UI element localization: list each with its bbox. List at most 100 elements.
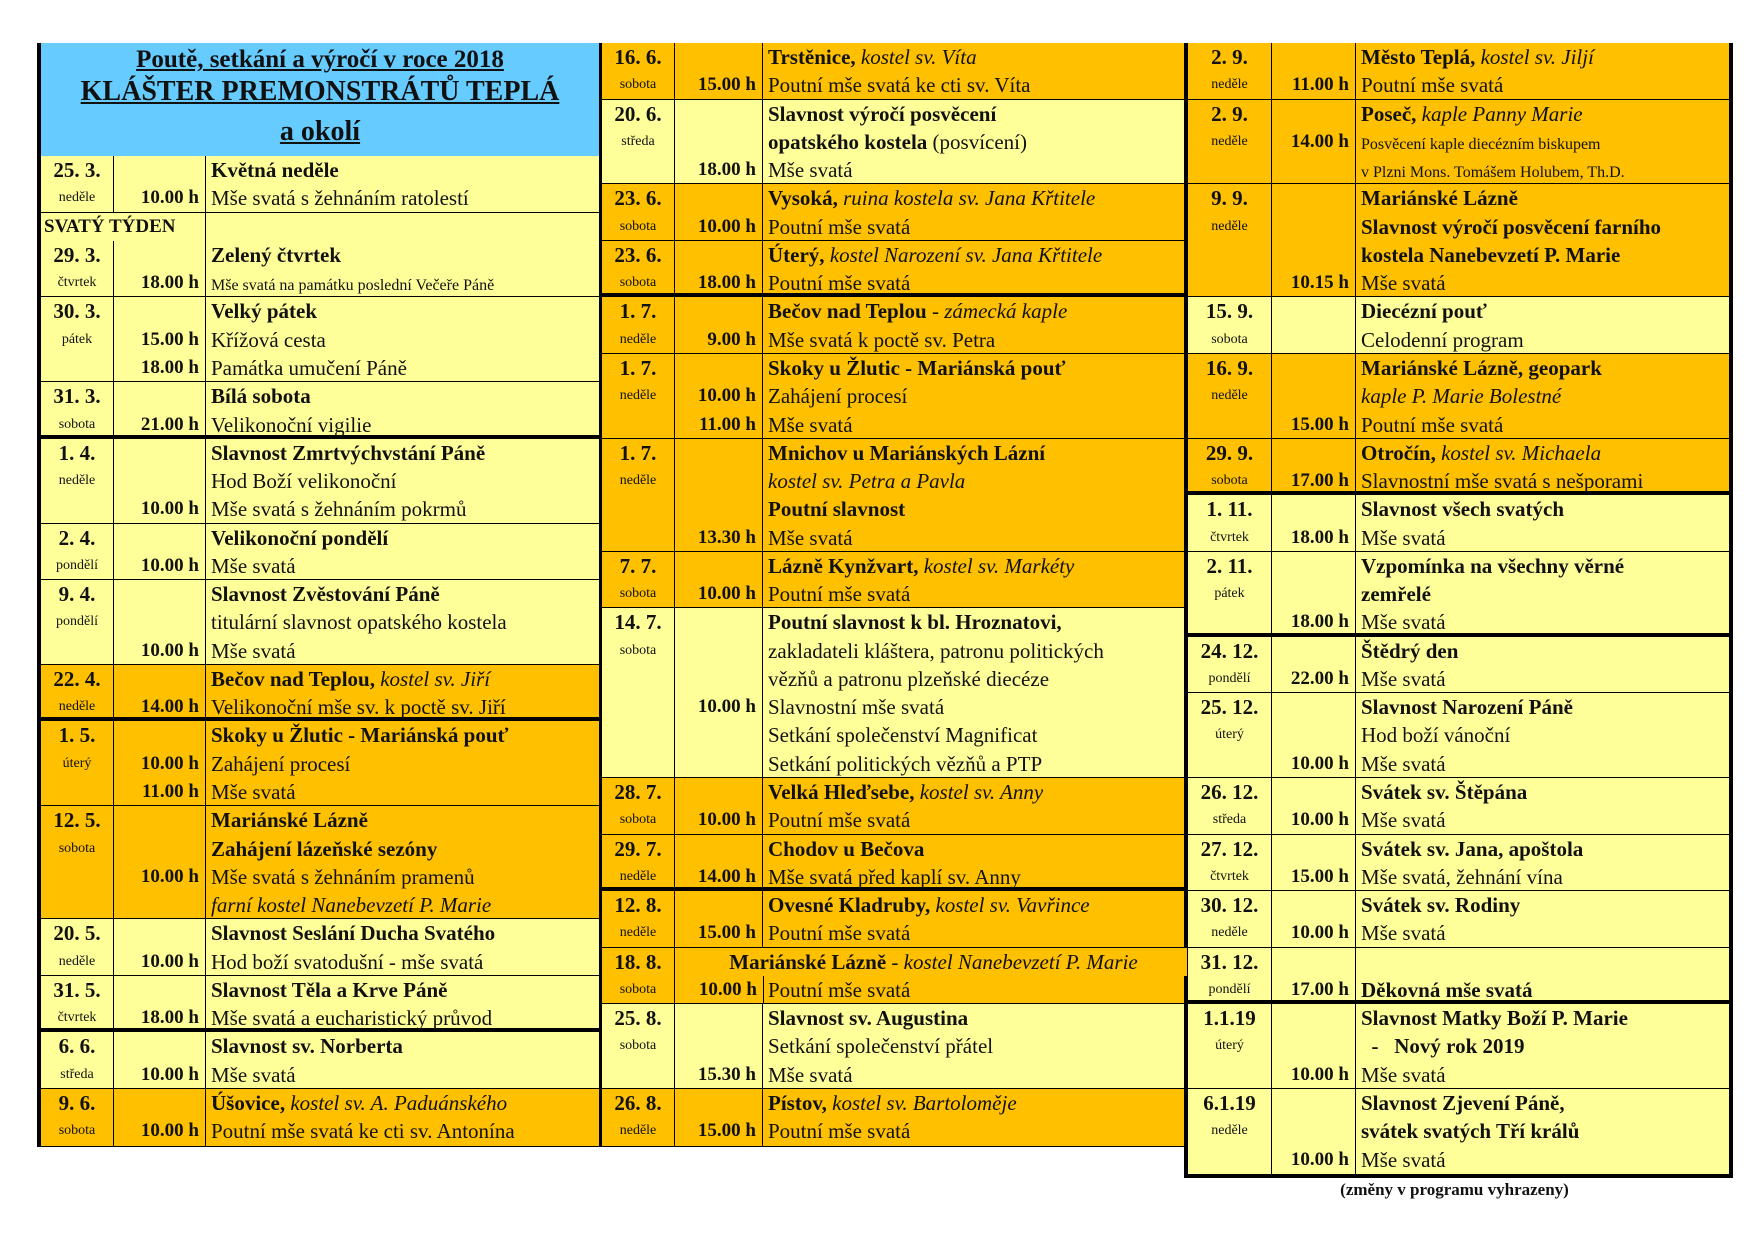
event-line: Poutní mše svatá: [763, 580, 1187, 608]
event-row: 29. 7. neděle 14.00 h Chodov u Bečova Mše sv…: [602, 834, 1187, 892]
event-title: kostela Nanebevzetí P. Marie: [1361, 242, 1621, 267]
event-line: Chodov u Bečova: [763, 835, 1187, 863]
date-cell: 25. 8. sobota: [602, 1004, 675, 1088]
description-cell: Mnichov u Mariánských Lázní kostel sv. Pe…: [763, 439, 1187, 551]
title-monastery: KLÁŠTER PREMONSTRÁTŮ TEPLÁ: [80, 76, 560, 107]
event-title: Zelený čtvrtek: [211, 242, 342, 267]
holy-week-label: SVATÝ TÝDEN: [44, 215, 176, 237]
description-cell: Svátek sv. Jana, apoštola Mše svatá, žehn…: [1356, 835, 1729, 891]
event-title: Svátek sv. Štěpána: [1361, 780, 1528, 805]
event-line: Velký pátek: [206, 297, 603, 325]
description-cell: Poseč, kaple Panny Marie Posvěcení kaple …: [1356, 100, 1729, 184]
event-line: Slavnost výročí posvěcení: [763, 100, 1187, 128]
time-cell: 10.00 h: [114, 438, 206, 523]
event-row: 9. 9. neděle 10.15 h Mariánské Lázně Slavnos…: [1188, 184, 1729, 298]
event-weekday: neděle: [1211, 1123, 1248, 1139]
event-line: Mše svatá: [763, 524, 1187, 552]
event-text: vězňů a patronu plzeňské diecéze: [768, 666, 1050, 691]
event-line: svátek svatých Tří králů: [1356, 1117, 1729, 1145]
event-title: Otročín,: [1361, 440, 1436, 465]
event-title: Slavnost Těla a Krve Páně: [211, 977, 448, 1002]
event-text: titulární slavnost opatského kostela: [211, 610, 507, 635]
event-date: 20. 5.: [53, 921, 101, 946]
time-cell: 18.00 h: [114, 240, 206, 297]
event-line: Mše svatá, žehnání vína: [1356, 863, 1729, 891]
description-cell: Slavnost Narození Páně Hod boží vánoční Mš…: [1356, 693, 1729, 777]
date-cell: 1. 7. neděle: [602, 297, 675, 353]
event-line: Slavnostní mše svatá s nešporami: [1356, 467, 1729, 495]
event-row: 1.1.19 úterý 10.00 h Slavnost Matky Boží P.…: [1188, 1004, 1729, 1089]
event-title: Trstěnice,: [768, 45, 856, 69]
date-cell: 31. 12. pondělí: [1188, 947, 1272, 1001]
event-date: 1. 5.: [58, 723, 96, 748]
event-text: Poutní mše svatá: [768, 271, 911, 296]
event-text: Poutní mše svatá: [768, 1119, 911, 1144]
description-cell: Slavnost Zjevení Páně, svátek svatých Tří…: [1356, 1089, 1729, 1174]
time-cell: 15.00 h: [1272, 353, 1356, 438]
event-time: 13.30 h: [697, 526, 756, 548]
event-weekday: středa: [60, 1066, 94, 1082]
event-line: Zelený čtvrtek: [206, 241, 603, 269]
event-time: 22.00 h: [1290, 667, 1349, 689]
description-cell: Slavnost sv. Norberta Mše svatá: [206, 1032, 603, 1088]
event-line: Mše svatá: [763, 1061, 1187, 1089]
event-time: 21.00 h: [140, 413, 199, 435]
date-cell: 27. 12. čtvrtek: [1188, 834, 1272, 891]
time-cell: 10.00 h: [114, 580, 206, 664]
event-line: Mše svatá: [1356, 750, 1729, 778]
date-cell: 29. 7. neděle: [602, 834, 675, 888]
event-time: 18.00 h: [697, 159, 756, 181]
event-time: 10.00 h: [1290, 809, 1349, 831]
event-date: 6.1.19: [1203, 1090, 1256, 1115]
event-line: Zahájení procesí: [206, 750, 603, 778]
event-time: 10.00 h: [1290, 922, 1349, 944]
event-weekday: sobota: [58, 1123, 96, 1139]
event-date: 1. 4.: [58, 440, 96, 465]
description-cell: Slavnost Těla a Krve Páně Mše svatá a euc…: [206, 976, 603, 1032]
description-cell: Velký pátek Křížová cesta Památka umučení …: [206, 297, 603, 381]
event-line: Poutní mše svatá: [1356, 411, 1729, 439]
event-line: Poutní mše svatá: [763, 806, 1187, 834]
location-detail: kostel Nanebevzetí P. Marie: [903, 949, 1138, 974]
event-weekday: pátek: [1214, 586, 1245, 602]
event-text: Mše svatá na památku poslední Večeře Pán…: [211, 277, 495, 295]
event-line: Diecézní pouť: [1356, 297, 1729, 325]
footer-note: (změny v programu vyhrazeny): [1340, 1180, 1569, 1199]
event-line: Bečov nad Teplou, kostel sv. Jiří: [206, 665, 603, 693]
event-title: Svátek sv. Rodiny: [1361, 893, 1521, 918]
event-time: 18.00 h: [140, 1007, 199, 1029]
event-time: 15.00 h: [697, 1120, 756, 1142]
event-text: Mše svatá: [1361, 1062, 1446, 1087]
date-cell: 12. 8. neděle: [602, 891, 675, 947]
time-cell: 10.00 h: [1272, 1004, 1356, 1088]
event-weekday: neděle: [1211, 388, 1248, 404]
event-line: Poutní mše svatá: [763, 976, 1187, 1004]
event-weekday: sobota: [1211, 473, 1248, 489]
date-cell: 29. 3. čtvrtek: [41, 240, 114, 297]
event-date: 2. 11.: [1206, 553, 1253, 578]
event-line: Hod Boží velikonoční: [206, 467, 603, 495]
event-row: 2. 9. neděle 14.00 h Poseč, kaple Panny Mar…: [1188, 99, 1729, 185]
date-cell: 6. 6. středa: [41, 1032, 114, 1088]
event-title: Slavnost všech svatých: [1361, 497, 1565, 522]
event-weekday: sobota: [619, 586, 657, 602]
event-time: 17.00 h: [1290, 978, 1349, 1000]
event-date: 16. 6.: [614, 45, 662, 69]
event-title: Mnichov u Mariánských Lázní: [768, 440, 1046, 465]
time-cell: 10.00 h: [1272, 778, 1356, 834]
event-line: Mše svatá a eucharistický průvod: [206, 1004, 603, 1032]
description-cell: Lázně Kynžvart, kostel sv. Markéty Poutní…: [763, 552, 1187, 608]
time-cell: 17.00 h: [1272, 947, 1356, 1001]
description-cell: Velká Hleďsebe, kostel sv. Anny Poutní mš…: [763, 778, 1187, 834]
event-time: 10.00 h: [697, 809, 756, 831]
date-cell: 7. 7. sobota: [602, 551, 675, 608]
date-cell: 1. 7. neděle: [602, 353, 675, 438]
event-title: Velký pátek: [211, 299, 317, 324]
event-line: Slavnost Zmrtvýchvstání Páně: [206, 439, 603, 467]
event-row: 18. 8. sobota 10.00 h Mariánské Lázně - kos…: [602, 947, 1187, 1005]
event-time: 15.00 h: [1290, 413, 1349, 435]
event-row: 1. 7. neděle 9.00 h Bečov nad Teplou - záme…: [602, 297, 1187, 354]
description-cell: Velikonoční pondělí Mše svatá: [206, 524, 603, 580]
time-cell: 18.00 h: [1272, 495, 1356, 551]
event-line: Slavnost sv. Augustina: [763, 1004, 1187, 1032]
